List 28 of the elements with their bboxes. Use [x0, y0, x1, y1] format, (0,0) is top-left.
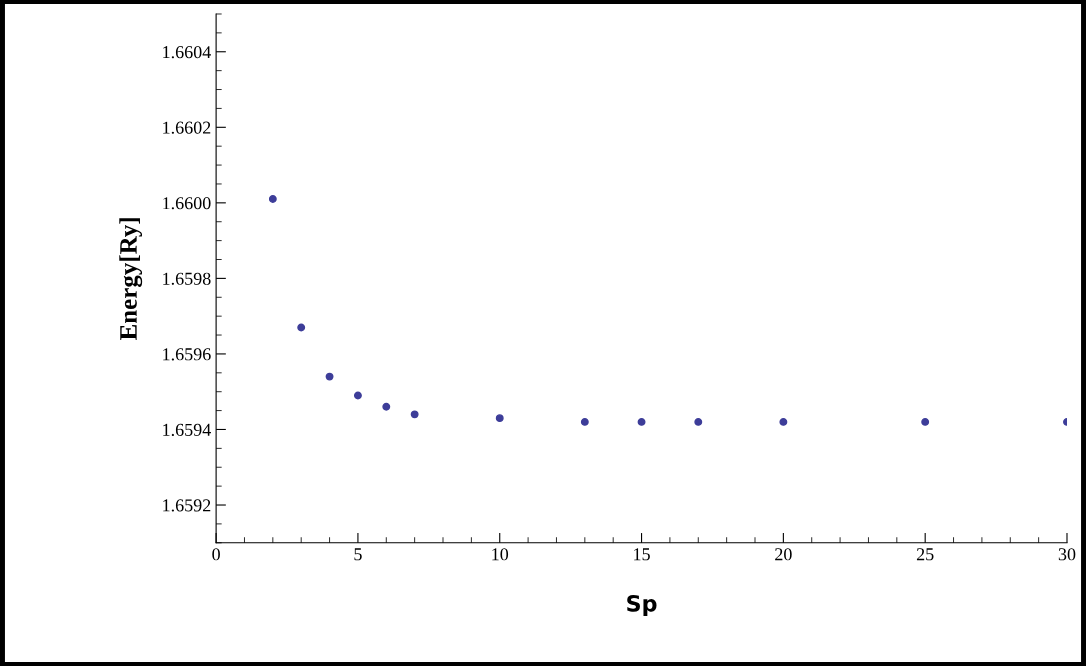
y-tick-label: 1.6594 — [163, 423, 211, 436]
point — [921, 417, 930, 426]
point — [382, 402, 391, 411]
y-tick-label: 1.6592 — [163, 499, 211, 512]
point — [495, 414, 504, 423]
x-tick-label: 5 — [354, 548, 362, 561]
point — [694, 417, 703, 426]
y-tick-label: 1.6598 — [163, 272, 211, 285]
point — [580, 417, 589, 426]
x-tick-label: 0 — [212, 548, 220, 561]
x-axis-title: Sp — [627, 594, 657, 617]
point — [353, 391, 362, 400]
point — [637, 417, 646, 426]
x-tick-label: 25 — [916, 548, 934, 561]
x-tick-label: 20 — [775, 548, 792, 561]
point — [779, 417, 788, 426]
y-axis-title: Energy[Ry] — [119, 218, 143, 341]
point — [325, 372, 334, 381]
point — [410, 410, 419, 419]
x-tick-label: 15 — [634, 548, 650, 561]
y-tick-label: 1.6604 — [163, 46, 211, 59]
x-tick-label: 30 — [1058, 548, 1076, 561]
point — [268, 195, 277, 204]
point — [297, 323, 306, 332]
x-tick-label: 10 — [492, 548, 509, 561]
y-tick-label: 1.6596 — [163, 348, 211, 361]
y-tick-label: 1.6602 — [163, 121, 211, 134]
y-tick-label: 1.6600 — [163, 197, 211, 210]
